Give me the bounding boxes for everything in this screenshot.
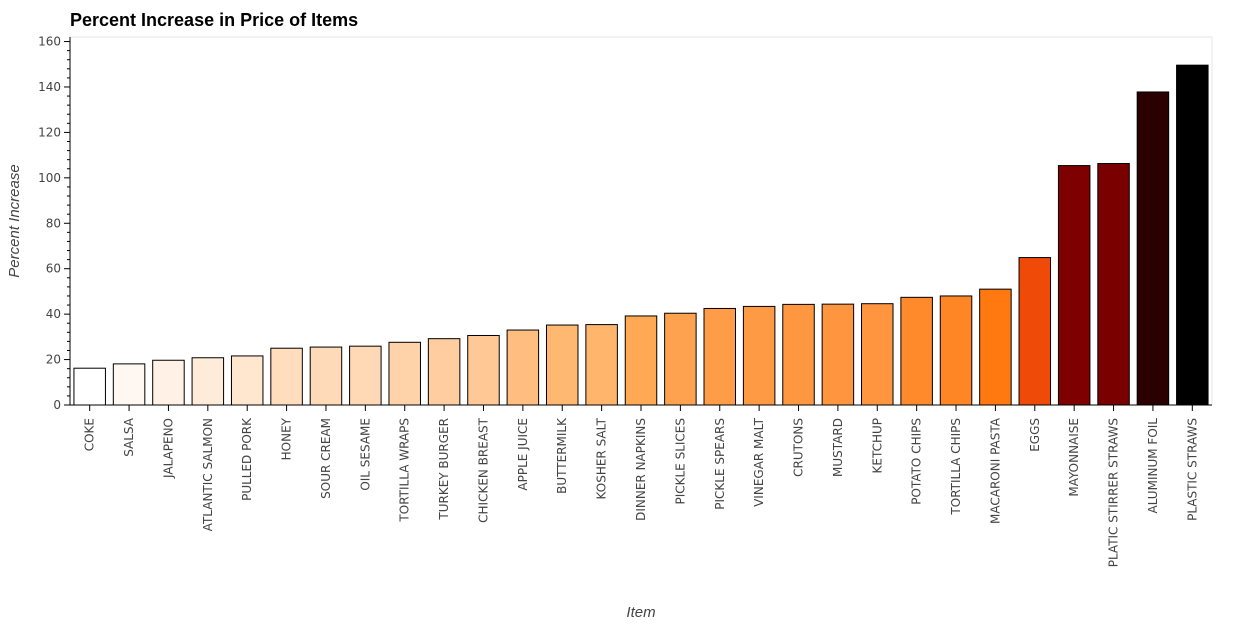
bar bbox=[1136, 91, 1170, 406]
bar bbox=[939, 295, 973, 406]
x-tick-label: POTATO CHIPS bbox=[910, 418, 924, 505]
bar bbox=[545, 324, 579, 406]
bar bbox=[742, 305, 776, 406]
x-tick-label: PULLED PORK bbox=[240, 417, 254, 501]
bar bbox=[388, 341, 421, 406]
x-tick-label: KOSHER SALT bbox=[595, 417, 609, 499]
y-tick-label: 100 bbox=[38, 171, 61, 185]
x-tick-label: HONEY bbox=[280, 417, 294, 460]
bar bbox=[427, 338, 461, 406]
bar bbox=[506, 329, 540, 406]
bar bbox=[703, 307, 737, 406]
y-tick-label: 140 bbox=[38, 80, 61, 94]
x-tick-label: JALAPENO bbox=[161, 418, 175, 479]
x-tick-label: DINNER NAPKINS bbox=[634, 418, 648, 521]
y-tick-label: 20 bbox=[46, 353, 61, 367]
y-tick-label: 40 bbox=[46, 307, 61, 321]
x-tick-label: APPLE JUICE bbox=[516, 418, 530, 491]
bar bbox=[309, 346, 343, 406]
x-tick-label: ATLANTIC SALMON bbox=[201, 418, 215, 531]
bar bbox=[1018, 257, 1052, 406]
x-tick-label: SOUR CREAM bbox=[319, 418, 333, 499]
x-tick-label: SALSA bbox=[122, 417, 136, 457]
x-tick-label: COKE bbox=[83, 418, 97, 451]
bar bbox=[1057, 165, 1091, 406]
y-axis-label: Percent Increase bbox=[6, 164, 23, 277]
x-axis: COKE SALSA JALAPENO ATLANTIC SALMON PULLED P… bbox=[70, 404, 1212, 567]
bar bbox=[782, 303, 815, 406]
bar bbox=[467, 334, 500, 406]
chart-title: Percent Increase in Price of Items bbox=[70, 10, 358, 30]
x-tick-label: PICKLE SLICES bbox=[673, 418, 687, 505]
x-tick-label: EGGS bbox=[1028, 418, 1042, 452]
bar bbox=[191, 357, 225, 406]
x-tick-label: OIL SESAME bbox=[358, 418, 372, 491]
bar bbox=[861, 303, 894, 406]
x-tick-label: CHICKEN BREAST bbox=[476, 417, 490, 523]
x-tick-label: PICKLE SPEARS bbox=[713, 418, 727, 510]
y-tick-label: 80 bbox=[46, 216, 61, 230]
bars-group bbox=[73, 64, 1209, 406]
x-tick-label: PLASTIC STRAWS bbox=[1185, 418, 1199, 521]
bar bbox=[112, 363, 146, 406]
y-tick-label: 160 bbox=[38, 35, 61, 49]
bar bbox=[664, 312, 697, 406]
x-tick-label: CRUTONS bbox=[792, 418, 806, 477]
bar bbox=[1176, 64, 1209, 406]
x-tick-label: TURKEY BURGER bbox=[437, 418, 451, 521]
x-tick-label: TORTILLA CHIPS bbox=[949, 418, 963, 516]
bar bbox=[152, 359, 185, 406]
bar bbox=[585, 324, 618, 406]
x-tick-label: MUSTARD bbox=[831, 418, 845, 477]
x-axis-label: Item bbox=[626, 604, 655, 621]
x-tick-label: BUTTERMILK bbox=[555, 417, 569, 494]
x-tick-label: VINEGAR MALT bbox=[752, 417, 766, 507]
bar bbox=[1097, 163, 1130, 406]
bar bbox=[73, 367, 106, 406]
bar bbox=[349, 345, 382, 406]
y-axis: 0 20 40 60 80 100 120 140 160 bbox=[38, 35, 71, 412]
y-tick-label: 60 bbox=[46, 262, 61, 276]
bar bbox=[270, 347, 303, 406]
x-tick-label: ALUMINUM FOIL bbox=[1146, 418, 1160, 514]
x-tick-label: MACARONI PASTA bbox=[988, 417, 1002, 524]
x-tick-label: KETCHUP bbox=[870, 418, 884, 474]
y-tick-label: 0 bbox=[53, 398, 61, 412]
bar bbox=[979, 288, 1012, 406]
bar bbox=[230, 355, 264, 406]
bar bbox=[900, 296, 933, 406]
bar bbox=[821, 303, 855, 406]
x-tick-label: PLATIC STIRRER STRAWS bbox=[1107, 418, 1121, 567]
x-tick-label: MAYONNAISE bbox=[1067, 418, 1081, 497]
bar bbox=[624, 315, 658, 406]
x-tick-label: TORTILLA WRAPS bbox=[398, 418, 412, 523]
y-tick-label: 120 bbox=[38, 125, 61, 139]
